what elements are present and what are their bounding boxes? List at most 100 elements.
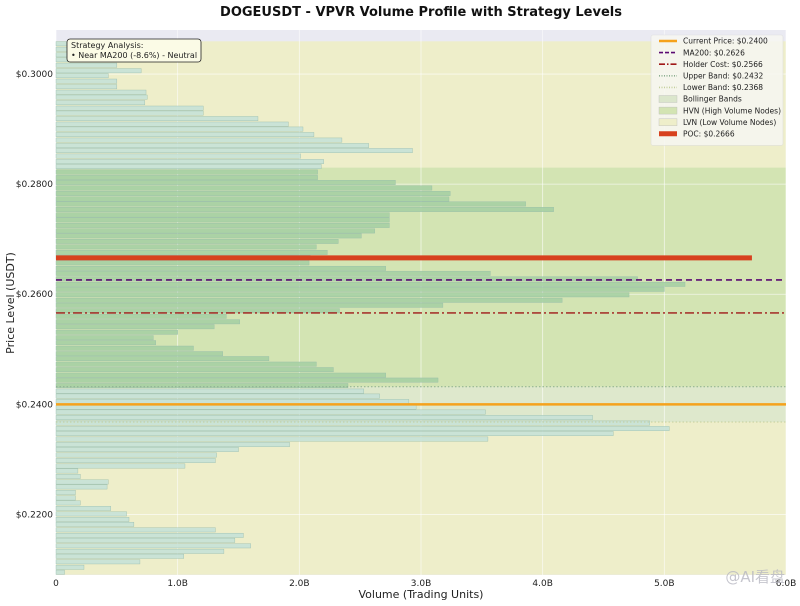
volume-bar-70 <box>55 196 450 202</box>
volume-bar-26 <box>55 431 614 436</box>
x-tick-label-5: 5.0B <box>654 579 675 589</box>
volume-bar-78 <box>55 153 301 159</box>
volume-bar-74 <box>55 175 318 180</box>
volume-bar-85 <box>55 116 259 122</box>
legend-label-2: Holder Cost: $0.2566 <box>683 60 763 69</box>
volume-bar-39 <box>55 361 317 367</box>
volume-bar-7 <box>55 532 244 538</box>
volume-bar-58 <box>55 260 310 266</box>
volume-bar-62 <box>55 239 339 244</box>
volume-bar-27 <box>55 426 670 431</box>
volume-bar-73 <box>55 180 396 185</box>
volume-bar-66 <box>55 217 390 223</box>
volume-bar-53 <box>55 286 665 292</box>
volume-bar-79 <box>55 148 413 153</box>
volume-bar-21 <box>55 458 216 463</box>
volume-bar-5 <box>55 543 251 549</box>
legend-label-1: MA200: $0.2626 <box>683 48 745 57</box>
annotation-line: • Near MA200 (-8.6%) - Neutral <box>71 51 197 60</box>
x-axis-ticks: 0 1.0B 2.0B 3.0B 4.0B 5.0B 6.0B <box>53 579 796 589</box>
volume-bar-29 <box>55 415 593 420</box>
volume-bar-37 <box>55 372 386 378</box>
strategy-level-lines <box>56 255 786 423</box>
volume-bar-14 <box>55 495 76 501</box>
y-tick-label-2: $0.2600 <box>16 290 53 300</box>
volume-bar-11 <box>55 511 127 517</box>
volume-bar-23 <box>55 447 239 452</box>
y-tick-label-1: $0.2400 <box>16 400 53 410</box>
volume-bar-94 <box>55 68 142 74</box>
volume-bar-84 <box>55 121 289 127</box>
volume-bars <box>55 41 686 575</box>
volume-bar-77 <box>55 159 324 164</box>
volume-bar-35 <box>55 383 349 389</box>
volume-bar-50 <box>55 302 444 308</box>
legend-box <box>650 34 784 146</box>
volume-bar-83 <box>55 126 304 132</box>
volume-bar-61 <box>55 244 317 250</box>
legend-swatch-5 <box>658 95 678 103</box>
volume-bar-4 <box>55 548 225 554</box>
legend-label-5: Bollinger Bands <box>683 95 742 104</box>
volume-bar-19 <box>55 468 79 474</box>
volume-bar-52 <box>55 292 630 298</box>
volume-bar-9 <box>55 521 135 527</box>
volume-bar-60 <box>55 250 328 255</box>
volume-bar-90 <box>55 89 147 95</box>
volume-bar-76 <box>55 164 322 169</box>
volume-bar-15 <box>55 490 76 495</box>
volume-bar-18 <box>55 474 81 479</box>
volume-bar-45 <box>55 329 178 335</box>
volume-bar-64 <box>55 228 375 234</box>
x-tick-label-4: 4.0B <box>532 579 553 589</box>
x-axis-label: Volume (Trading Units) <box>359 588 484 601</box>
volume-bar-95 <box>55 62 118 68</box>
volume-bar-12 <box>55 506 111 511</box>
volume-bar-1 <box>55 564 85 570</box>
x-tick-label-0: 0 <box>53 579 59 589</box>
volume-bar-0 <box>55 569 65 575</box>
volume-bar-69 <box>55 201 526 207</box>
volume-bar-82 <box>55 132 315 137</box>
legend-label-3: Upper Band: $0.2432 <box>683 72 764 81</box>
volume-bar-2 <box>55 559 141 565</box>
volume-bar-3 <box>55 553 184 559</box>
volume-bar-71 <box>55 191 451 196</box>
volume-bar-17 <box>55 479 109 485</box>
volume-bar-22 <box>55 452 217 458</box>
volume-bar-42 <box>55 345 194 351</box>
legend-label-8: POC: $0.2666 <box>683 130 735 139</box>
volume-bar-6 <box>55 537 236 543</box>
volume-bar-72 <box>55 185 433 191</box>
volume-bar-93 <box>55 73 109 79</box>
volume-bar-75 <box>55 169 318 175</box>
volume-bar-81 <box>55 137 343 143</box>
x-tick-label-1: 1.0B <box>167 579 188 589</box>
x-tick-label-3: 3.0B <box>411 579 432 589</box>
volume-bar-89 <box>55 94 148 100</box>
volume-bar-28 <box>55 420 650 426</box>
volume-bar-40 <box>55 356 270 362</box>
volume-bar-43 <box>55 340 156 346</box>
volume-bar-41 <box>55 351 223 357</box>
volume-bar-30 <box>55 409 486 415</box>
volume-bar-49 <box>55 308 340 314</box>
volume-bar-13 <box>55 500 81 506</box>
volume-bar-91 <box>55 84 118 90</box>
legend-label-0: Current Price: $0.2400 <box>683 37 768 46</box>
legend-swatch-7 <box>658 118 678 126</box>
volume-bar-65 <box>55 223 390 228</box>
volume-bar-34 <box>55 388 365 394</box>
volume-bar-36 <box>55 377 439 383</box>
y-tick-label-0: $0.2200 <box>16 510 53 520</box>
volume-bar-56 <box>55 270 491 276</box>
volume-bar-10 <box>55 517 130 522</box>
volume-bar-88 <box>55 100 146 106</box>
watermark: @AI看盘 <box>725 568 785 586</box>
volume-bar-16 <box>55 484 108 490</box>
volume-bar-24 <box>55 442 290 447</box>
volume-bar-92 <box>55 78 118 84</box>
volume-bar-54 <box>55 281 686 287</box>
legend-label-7: LVN (Low Volume Nodes) <box>683 118 776 127</box>
